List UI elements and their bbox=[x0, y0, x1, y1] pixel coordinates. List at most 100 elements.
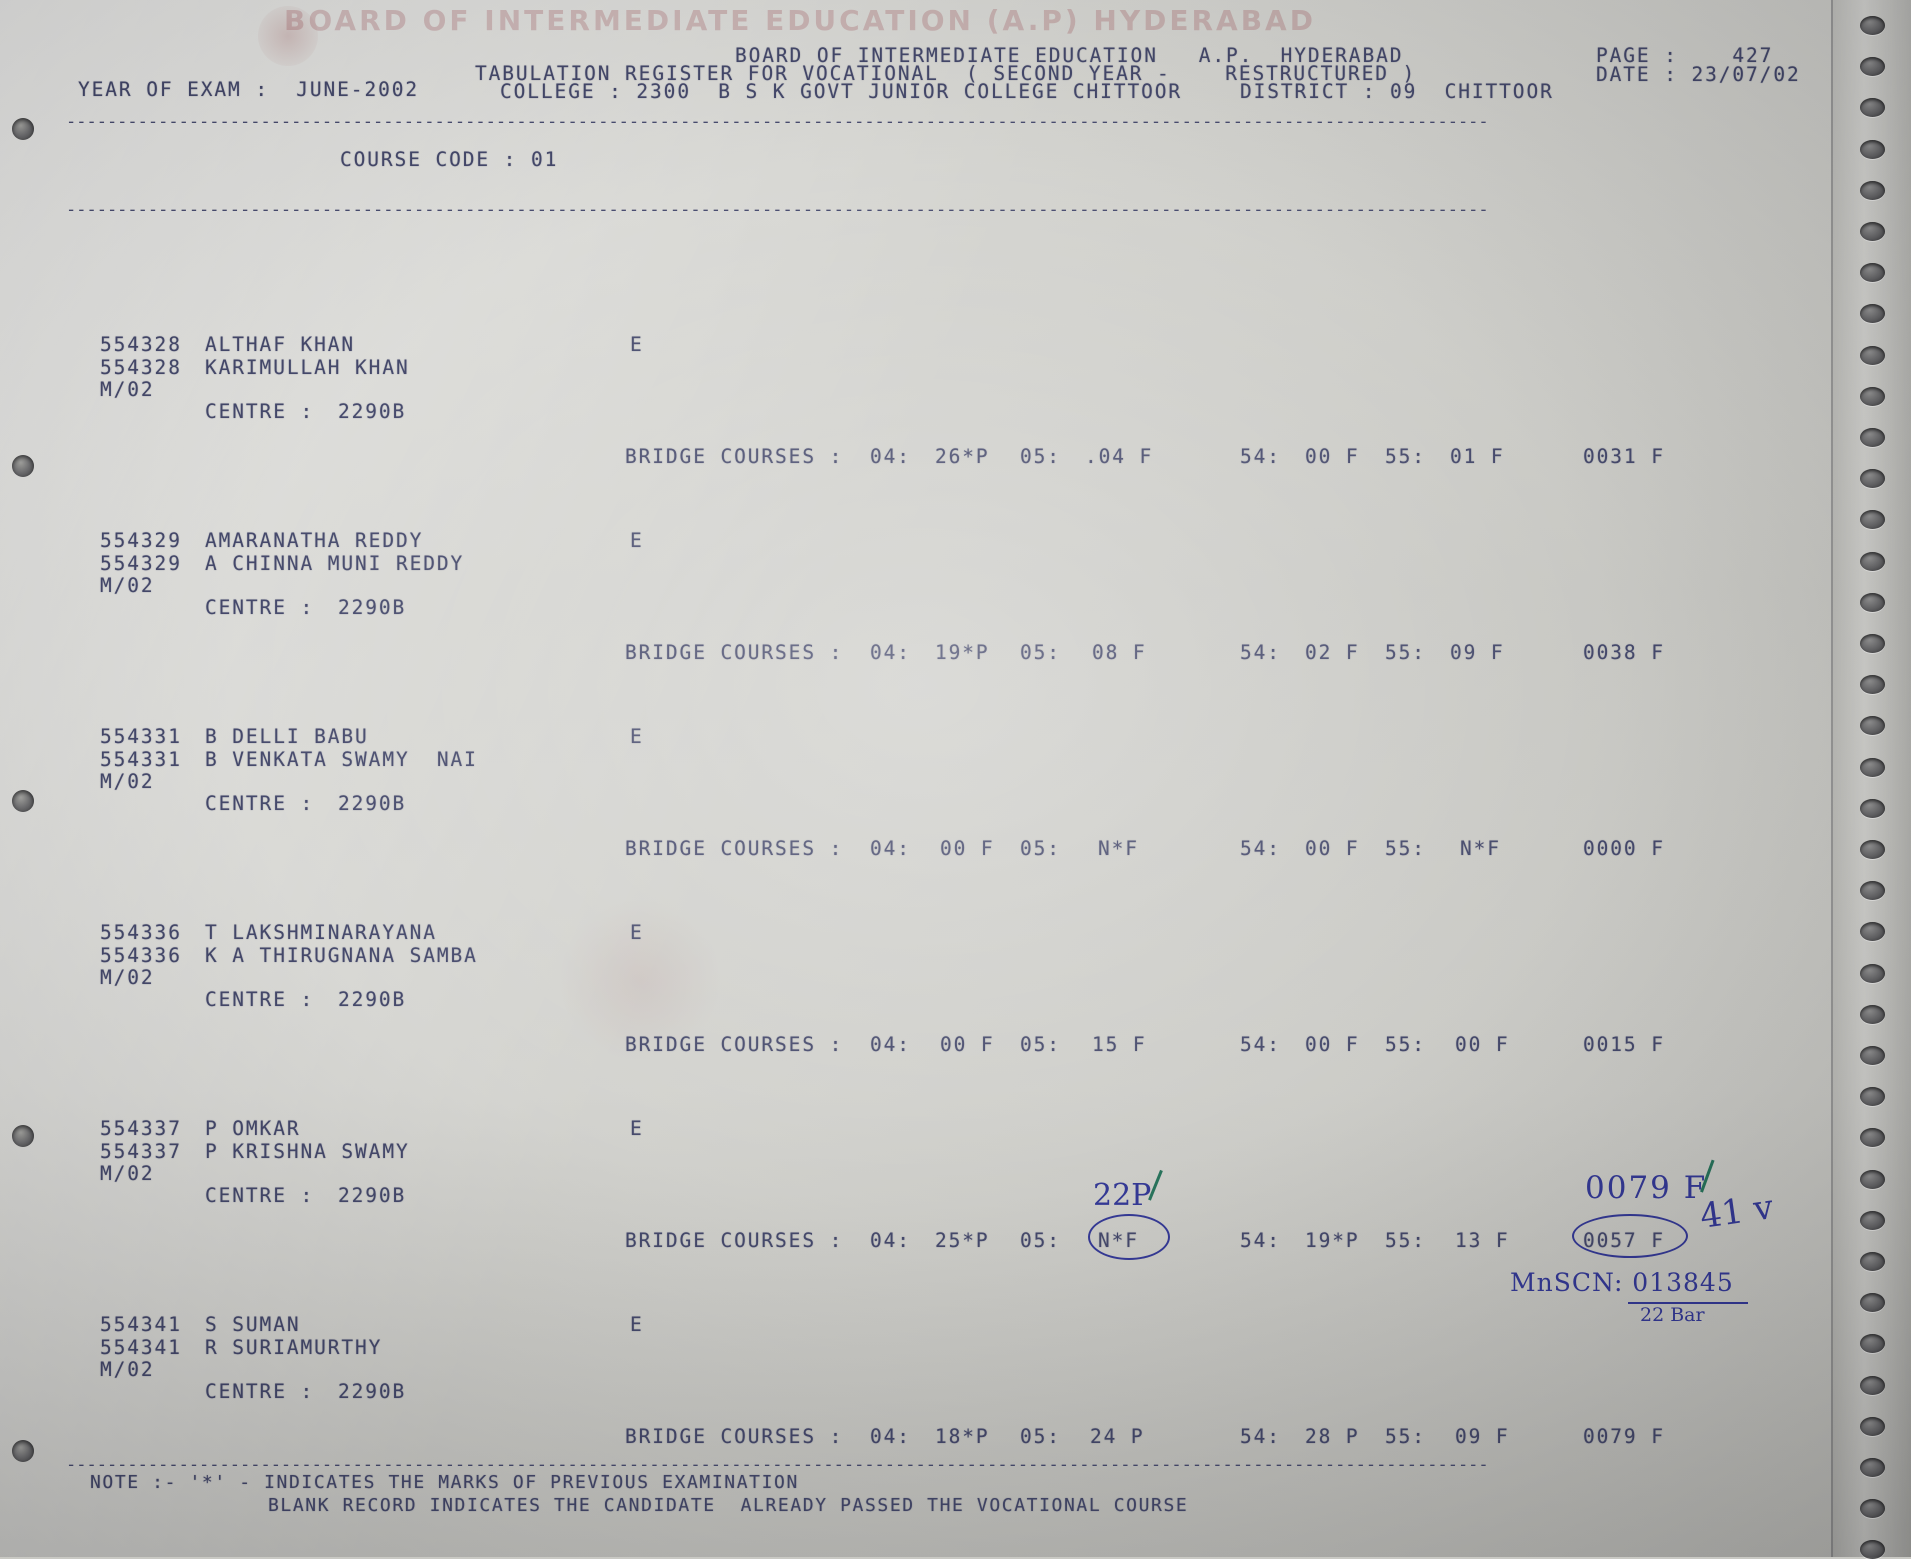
subject-code-4: 55: bbox=[1385, 837, 1426, 860]
record-father-name: B VENKATA SWAMY NAI bbox=[205, 748, 478, 771]
ghost-letterhead: BOARD OF INTERMEDIATE EDUCATION (A.P) HY… bbox=[284, 4, 1316, 37]
record-father-roll-no: 554331 bbox=[100, 748, 182, 771]
feed-hole bbox=[1860, 1334, 1885, 1354]
bridge-courses-label: BRIDGE COURSES : bbox=[625, 445, 844, 468]
feed-hole bbox=[1860, 881, 1885, 901]
subject-marks-1: 26*P bbox=[935, 445, 990, 468]
subject-code-3: 54: bbox=[1240, 1229, 1281, 1252]
record-centre-value: 2290B bbox=[338, 400, 407, 423]
corrected-total-annotation: 0079 F bbox=[1585, 1170, 1708, 1206]
subject-marks-4: 13 F bbox=[1455, 1229, 1510, 1252]
ghost-watermark-icon bbox=[560, 900, 720, 1060]
record-total: 0031 F bbox=[1583, 445, 1665, 468]
feed-hole bbox=[1860, 1004, 1885, 1024]
subject-marks-3: 00 F bbox=[1305, 1033, 1360, 1056]
record-centre-label: CENTRE : bbox=[205, 988, 315, 1011]
feed-hole bbox=[1860, 757, 1885, 777]
record-father-roll-no: 554337 bbox=[100, 1140, 182, 1163]
record-candidate-name: ALTHAF KHAN bbox=[205, 333, 356, 356]
subject-code-1: 04: bbox=[870, 837, 911, 860]
record-roll-no: 554328 bbox=[100, 333, 182, 356]
record-roll-no: 554341 bbox=[100, 1313, 182, 1336]
record-father-roll-no: 554341 bbox=[100, 1336, 182, 1359]
subject-marks-1: 00 F bbox=[940, 1033, 995, 1056]
subject-marks-4: 00 F bbox=[1455, 1033, 1510, 1056]
feed-hole bbox=[1860, 510, 1885, 530]
record-flag: E bbox=[630, 1117, 644, 1140]
subject-code-1: 04: bbox=[870, 641, 911, 664]
subject-marks-2: 15 F bbox=[1092, 1033, 1147, 1056]
record-sex-medium: M/02 bbox=[100, 1162, 155, 1185]
record-sex-medium: M/02 bbox=[100, 378, 155, 401]
subject-code-3: 54: bbox=[1240, 837, 1281, 860]
subject-code-2: 05: bbox=[1020, 445, 1061, 468]
footer-note-line2: BLANK RECORD INDICATES THE CANDIDATE ALR… bbox=[268, 1495, 1189, 1516]
record-total: 0079 F bbox=[1583, 1425, 1665, 1448]
record-centre-label: CENTRE : bbox=[205, 596, 315, 619]
subject-marks-3: 00 F bbox=[1305, 445, 1360, 468]
subject-code-4: 55: bbox=[1385, 641, 1426, 664]
feed-hole bbox=[1860, 1540, 1885, 1559]
feed-hole bbox=[1860, 798, 1885, 818]
circled-subject-mark-annotation bbox=[1088, 1214, 1170, 1260]
circled-total-annotation bbox=[1572, 1214, 1688, 1258]
header-year-of-exam: YEAR OF EXAM : JUNE-2002 bbox=[78, 78, 419, 101]
record-candidate-name: B DELLI BABU bbox=[205, 725, 369, 748]
feed-hole bbox=[1860, 180, 1885, 200]
bridge-courses-label: BRIDGE COURSES : bbox=[625, 1033, 844, 1056]
signature-annotation: 41 v bbox=[1697, 1187, 1776, 1237]
bridge-courses-label: BRIDGE COURSES : bbox=[625, 1425, 844, 1448]
header-district-line: DISTRICT : 09 CHITTOOR bbox=[1240, 80, 1554, 103]
feed-hole bbox=[1860, 1087, 1885, 1107]
record-candidate-name: P OMKAR bbox=[205, 1117, 301, 1140]
subject-marks-1: 19*P bbox=[935, 641, 990, 664]
feed-hole bbox=[1860, 1416, 1885, 1436]
header-college-line: COLLEGE : 2300 B S K GOVT JUNIOR COLLEGE… bbox=[500, 80, 1182, 103]
subject-code-3: 54: bbox=[1240, 445, 1281, 468]
tractor-feed-strip bbox=[1831, 0, 1911, 1559]
subject-marks-1: 18*P bbox=[935, 1425, 990, 1448]
subject-marks-1: 00 F bbox=[940, 837, 995, 860]
feed-hole bbox=[1860, 1375, 1885, 1395]
feed-hole bbox=[1860, 1046, 1885, 1065]
record-roll-no: 554336 bbox=[100, 921, 182, 944]
feed-hole bbox=[1860, 592, 1885, 612]
header-title-line1: BOARD OF INTERMEDIATE EDUCATION A.P. HYD… bbox=[735, 44, 1404, 67]
feed-hole bbox=[1860, 1252, 1885, 1271]
feed-hole bbox=[1860, 634, 1885, 653]
record-candidate-name: AMARANATHA REDDY bbox=[205, 529, 424, 552]
record-centre-label: CENTRE : bbox=[205, 792, 315, 815]
subject-code-3: 54: bbox=[1240, 1425, 1281, 1448]
subject-marks-4: 01 F bbox=[1450, 445, 1505, 468]
subject-marks-2: N*F bbox=[1098, 837, 1139, 860]
record-father-name: K A THIRUGNANA SAMBA bbox=[205, 944, 478, 967]
initials-annotation: 22 Bar bbox=[1640, 1304, 1705, 1326]
record-centre-label: CENTRE : bbox=[205, 1380, 315, 1403]
bridge-courses-label: BRIDGE COURSES : bbox=[625, 837, 844, 860]
record-total: 0038 F bbox=[1583, 641, 1665, 664]
feed-hole bbox=[1860, 222, 1885, 241]
feed-hole bbox=[1860, 386, 1885, 406]
record-sex-medium: M/02 bbox=[100, 574, 155, 597]
feed-hole bbox=[1860, 675, 1885, 695]
record-father-name: A CHINNA MUNI REDDY bbox=[205, 552, 465, 575]
subject-code-3: 54: bbox=[1240, 641, 1281, 664]
record-candidate-name: S SUMAN bbox=[205, 1313, 301, 1336]
record-roll-no: 554337 bbox=[100, 1117, 182, 1140]
memo-underline bbox=[1628, 1302, 1748, 1305]
subject-code-4: 55: bbox=[1385, 1033, 1426, 1056]
punch-hole bbox=[12, 1125, 34, 1147]
subject-marks-2: 08 F bbox=[1092, 641, 1147, 664]
feed-hole bbox=[1860, 1169, 1885, 1189]
footer-note-line1: NOTE :- '*' - INDICATES THE MARKS OF PRE… bbox=[90, 1472, 799, 1493]
record-sex-medium: M/02 bbox=[100, 1358, 155, 1381]
subject-code-2: 05: bbox=[1020, 1033, 1061, 1056]
record-father-name: R SURIAMURTHY bbox=[205, 1336, 383, 1359]
subject-marks-2: .04 F bbox=[1085, 445, 1154, 468]
subject-marks-4: 09 F bbox=[1455, 1425, 1510, 1448]
header-print-date: DATE : 23/07/02 bbox=[1596, 63, 1801, 86]
bridge-courses-label: BRIDGE COURSES : bbox=[625, 1229, 844, 1252]
feed-hole bbox=[1860, 1458, 1885, 1477]
